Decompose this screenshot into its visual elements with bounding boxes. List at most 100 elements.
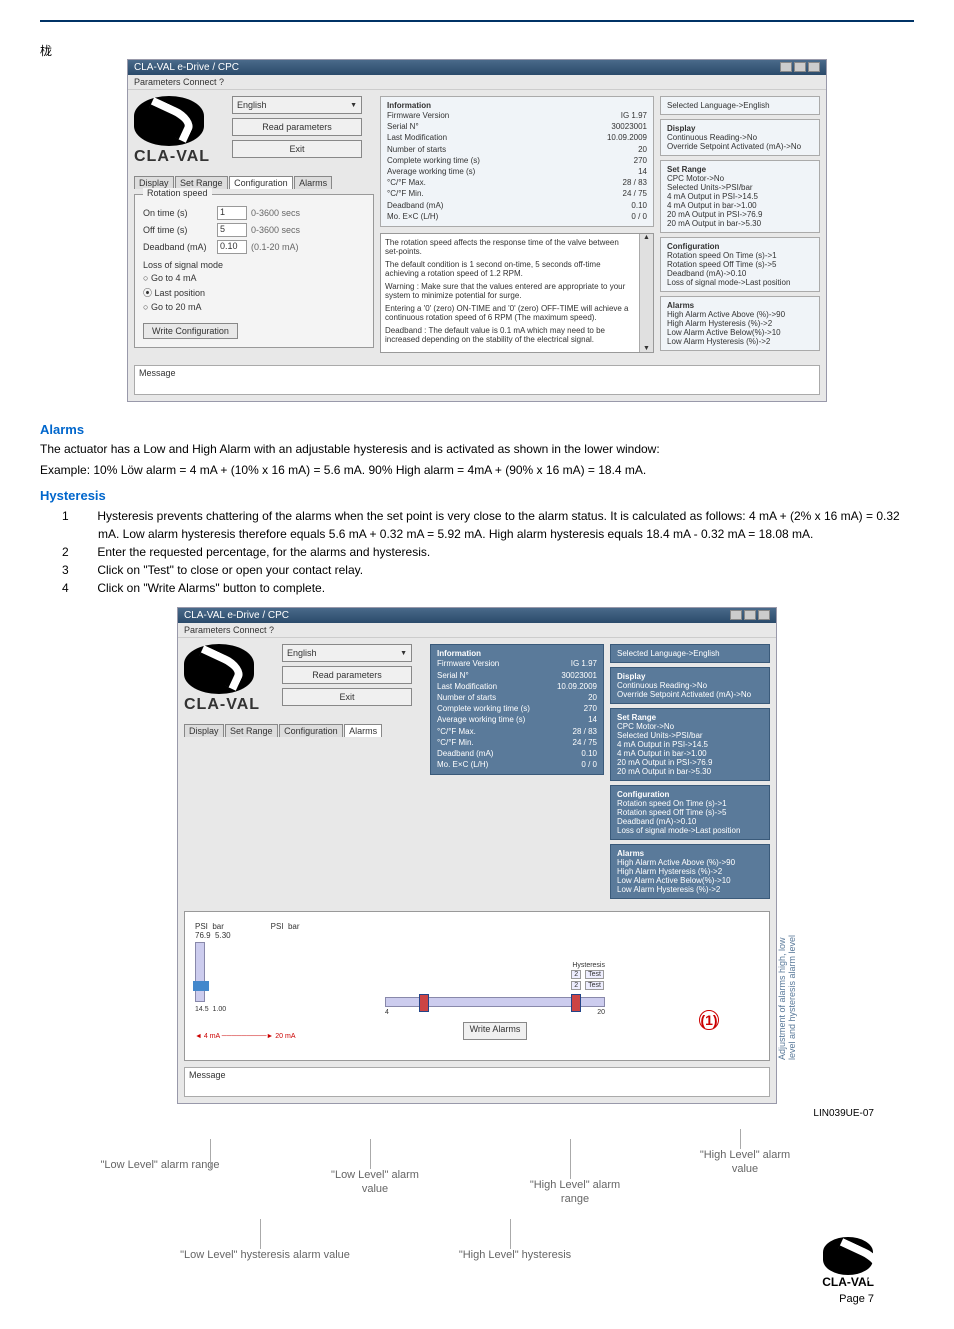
tabs: Display Set Range Configuration Alarms [134, 178, 374, 188]
tab-alarms[interactable]: Alarms [294, 176, 332, 189]
info-row: Number of starts20 [437, 692, 597, 703]
annotation-diagram: "Low Level" alarm range "Low Level" alar… [40, 1129, 914, 1309]
window-titlebar: CLA-VAL e-Drive / CPC [128, 60, 826, 75]
window-buttons [780, 62, 820, 73]
on-time-unit: 0-3600 secs [251, 208, 300, 218]
screenshot-alarms: CLA-VAL e-Drive / CPC Parameters Connect… [177, 607, 777, 1104]
read-parameters-button-2[interactable]: Read parameters [282, 666, 412, 684]
info-row: Average working time (s)14 [437, 714, 597, 725]
info-row: Last Modification10.09.2009 [387, 132, 647, 143]
off-time-label: Off time (s) [143, 225, 213, 235]
list-item: 3 Click on "Test" to close or open your … [80, 561, 914, 579]
top-divider [40, 20, 914, 22]
guidance-p2: The default condition is 1 second on-tim… [385, 260, 649, 278]
ann-hl-value: "High Level" alarm value [690, 1149, 800, 1175]
list-item: 1 Hysteresis prevents chattering of the … [80, 507, 914, 543]
radio-goto-20ma[interactable]: Go to 20 mA [143, 302, 201, 312]
ma4-label: 4 mA [204, 1033, 220, 1040]
gauge-thumb[interactable] [193, 981, 209, 991]
deadband-input[interactable]: 0.10 [217, 240, 247, 254]
high-alarm-thumb[interactable] [571, 994, 581, 1012]
logo-icon [134, 96, 204, 146]
psi-min: 14.5 [195, 1006, 209, 1013]
window-titlebar-2: CLA-VAL e-Drive / CPC [178, 608, 776, 623]
scrollbar[interactable] [639, 234, 653, 352]
panel-display: DisplayContinuous Reading->NoOverride Se… [610, 667, 770, 704]
guidance-p4: Entering a '0' (zero) ON-TIME and '0' (z… [385, 304, 649, 322]
page-number: Page 7 [839, 1293, 874, 1305]
language-value: English [287, 648, 317, 658]
maximize-icon[interactable] [794, 62, 806, 72]
footer-logo: CLA-VAL [822, 1237, 874, 1289]
panel-alarms: AlarmsHigh Alarm Active Above (%)->90Hig… [610, 844, 770, 899]
radio-last-position[interactable]: Last position [143, 286, 205, 299]
message-box: Message [134, 365, 820, 395]
low-alarm-thumb[interactable] [419, 994, 429, 1012]
exit-button-2[interactable]: Exit [282, 688, 412, 706]
alarms-heading: Alarms [40, 422, 914, 437]
on-time-input[interactable]: 1 [217, 206, 247, 220]
loss-signal-title: Loss of signal mode [143, 260, 365, 270]
test-hi-button[interactable]: Test [585, 970, 604, 979]
write-alarms-button[interactable]: Write Alarms [463, 1022, 528, 1040]
info-row: Deadband (mA)0.10 [387, 200, 647, 211]
information-panel: Information Firmware VersionIG 1.97Seria… [380, 96, 654, 227]
bar-min: 1.00 [213, 1006, 227, 1013]
info-heading-2: Information [437, 649, 597, 658]
guidance-p1: The rotation speed affects the response … [385, 238, 649, 256]
alarms-text-1: The actuator has a Low and High Alarm wi… [40, 441, 914, 458]
information-panel-2: Information Firmware VersionIG 1.97Seria… [430, 644, 604, 775]
guidance-p5: Deadband : The default value is 0.1 mA w… [385, 326, 649, 344]
ann-ll-hyst: "Low Level" hysteresis alarm value [180, 1249, 350, 1262]
radio-goto-4ma[interactable]: Go to 4 mA [143, 273, 196, 283]
alarm-chart: Adjustment of alarms high, low level and… [184, 911, 770, 1061]
tab-configuration[interactable]: Configuration [279, 724, 343, 737]
info-row: Complete working time (s)270 [387, 155, 647, 166]
ann-ll-range: "Low Level" alarm range [100, 1159, 220, 1172]
close-icon[interactable] [808, 62, 820, 72]
tab-display[interactable]: Display [184, 724, 224, 737]
hyst-hi-input[interactable]: 2 [571, 970, 581, 979]
minimize-icon[interactable] [780, 62, 792, 72]
language-select-2[interactable]: English [282, 644, 412, 662]
gauge-left: 14.5 1.00 ◄ 4 mA ─────────► 20 mA [195, 942, 355, 1040]
ann-ll-value: "Low Level" alarm value [320, 1169, 430, 1195]
maximize-icon[interactable] [744, 610, 756, 620]
tab-set-range[interactable]: Set Range [225, 724, 278, 737]
hysteresis-label: Hysteresis [572, 962, 605, 969]
bar-label-2: bar [288, 922, 300, 931]
window-title-2: CLA-VAL e-Drive / CPC [184, 610, 289, 621]
info-row: °C/°F Min.24 / 75 [437, 737, 597, 748]
exit-button[interactable]: Exit [232, 140, 362, 158]
menubar-2[interactable]: Parameters Connect ? [178, 623, 776, 638]
info-heading: Information [387, 101, 647, 110]
close-icon[interactable] [758, 610, 770, 620]
deadband-unit: (0.1-20 mA) [251, 242, 299, 252]
alarms-text-2: Example: 10% Löw alarm = 4 mA + (10% x 1… [40, 462, 914, 479]
read-parameters-button[interactable]: Read parameters [232, 118, 362, 136]
info-row: Last Modification10.09.2009 [437, 681, 597, 692]
selected-language-panel: Selected Language->English [660, 96, 820, 115]
list-item: 4 Click on "Write Alarms" button to comp… [80, 579, 914, 597]
info-row: Serial N°30023001 [437, 670, 597, 681]
info-row: Firmware VersionIG 1.97 [387, 110, 647, 121]
info-row: Deadband (mA)0.10 [437, 748, 597, 759]
tab-alarms[interactable]: Alarms [344, 724, 382, 737]
off-time-input[interactable]: 5 [217, 223, 247, 237]
hyst-lo-input[interactable]: 2 [571, 981, 581, 990]
hysteresis-list: 1 Hysteresis prevents chattering of the … [40, 507, 914, 597]
logo-text-2: CLA-VAL [184, 696, 274, 714]
tab-configuration[interactable]: Configuration [229, 176, 293, 189]
panel-config: ConfigurationRotation speed On Time (s)-… [610, 785, 770, 840]
menubar[interactable]: Parameters Connect ? [128, 75, 826, 90]
minimize-icon[interactable] [730, 610, 742, 620]
panel-config: ConfigurationRotation speed On Time (s)-… [660, 237, 820, 292]
info-row: °C/°F Min.24 / 75 [387, 188, 647, 199]
test-lo-button[interactable]: Test [585, 981, 604, 990]
language-select[interactable]: English [232, 96, 362, 114]
language-value: English [237, 100, 267, 110]
write-configuration-button[interactable]: Write Configuration [143, 323, 238, 339]
info-row: Serial N°30023001 [387, 121, 647, 132]
deadband-label: Deadband (mA) [143, 242, 213, 252]
psi-label: PSI [195, 922, 208, 931]
